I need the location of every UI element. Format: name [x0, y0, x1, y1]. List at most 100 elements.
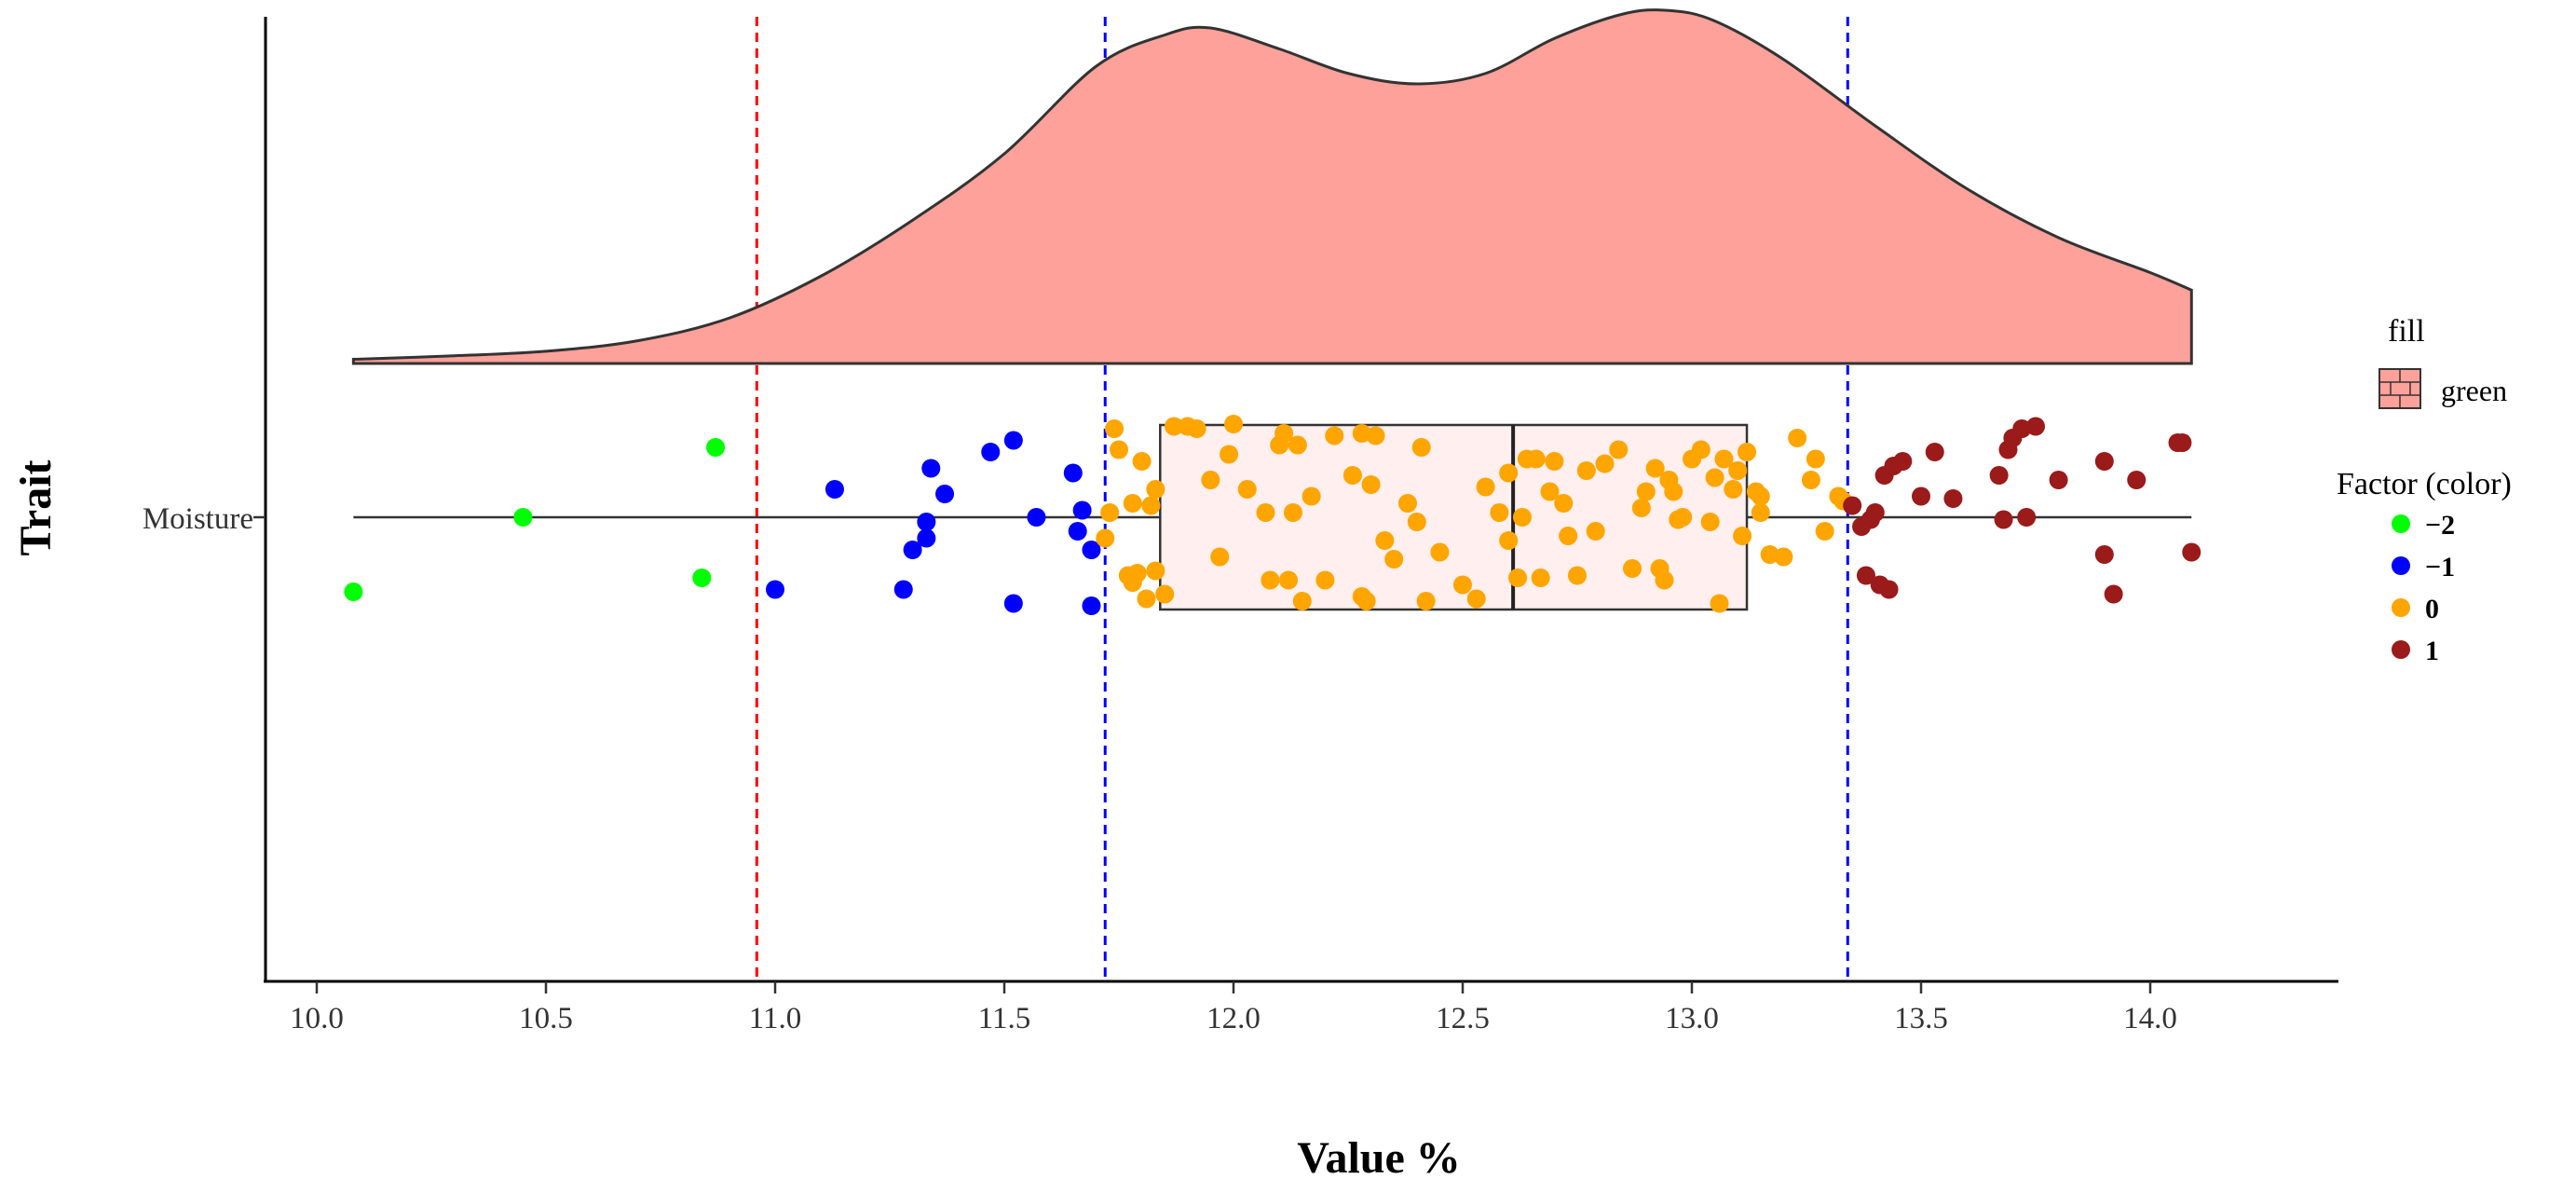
data-point: [893, 580, 913, 599]
data-point: [2094, 545, 2114, 564]
data-point: [2104, 584, 2123, 604]
data-point: [1856, 566, 1875, 585]
data-point: [1893, 452, 1913, 471]
data-point: [1631, 499, 1651, 517]
data-point: [1724, 480, 1743, 499]
data-point: [1352, 424, 1371, 443]
data-point: [1490, 503, 1509, 522]
factor-legend-label: −1: [2425, 552, 2455, 582]
data-point: [1325, 426, 1344, 445]
x-axis-title: Value %: [1297, 1133, 1461, 1183]
data-point: [2017, 508, 2037, 527]
data-point: [1003, 431, 1023, 450]
data-point: [1738, 443, 1757, 461]
data-point: [1733, 527, 1752, 545]
data-point: [1943, 489, 1963, 508]
data-point: [1411, 438, 1431, 457]
data-point: [1132, 452, 1152, 471]
data-point: [2094, 452, 2114, 471]
data-point: [1879, 580, 1899, 599]
data-point: [1806, 449, 1825, 469]
factor-legend-key: [2392, 640, 2410, 659]
data-point: [1279, 570, 1299, 590]
data-point: [1407, 513, 1426, 531]
data-point: [2012, 419, 2032, 438]
data-point: [1453, 575, 1472, 595]
x-tick-label: 10.0: [290, 1002, 344, 1035]
data-point: [1072, 500, 1092, 520]
data-point: [1760, 545, 1779, 564]
data-point: [1288, 435, 1307, 455]
fill-legend-key-texture: [2379, 369, 2420, 408]
data-point: [1375, 531, 1395, 550]
data-point: [1751, 486, 1770, 506]
data-point: [1705, 468, 1724, 487]
data-point: [1912, 486, 1930, 506]
data-point: [935, 485, 955, 503]
factor-legend-key: [2392, 514, 2410, 533]
data-point: [1751, 503, 1770, 522]
factor-legend: −2 −1 0 1: [2392, 510, 2455, 666]
data-point: [513, 508, 533, 527]
data-point: [1531, 569, 1550, 587]
data-point: [1673, 508, 1693, 527]
data-point: [1274, 424, 1294, 443]
x-tick-label: 13.0: [1665, 1002, 1719, 1035]
data-point: [1201, 471, 1220, 489]
data-point: [917, 513, 936, 531]
data-point: [1623, 559, 1642, 578]
data-point: [1416, 592, 1436, 610]
data-point: [1155, 584, 1175, 604]
data-point: [1224, 415, 1243, 433]
data-points: [344, 415, 2201, 615]
data-point: [1384, 550, 1404, 569]
data-point: [917, 528, 936, 548]
data-point: [344, 582, 363, 601]
data-point: [1788, 429, 1807, 447]
data-point: [1466, 589, 1486, 609]
data-point: [1261, 570, 1280, 590]
data-point: [1146, 480, 1165, 499]
data-point: [1865, 503, 1885, 522]
data-point: [1595, 454, 1615, 473]
data-point: [1710, 594, 1729, 613]
factor-legend-key: [2392, 556, 2410, 575]
x-tick-label: 13.5: [1894, 1002, 1948, 1035]
data-point: [1636, 482, 1656, 501]
factor-legend-label: −2: [2425, 510, 2455, 541]
data-point: [2182, 542, 2201, 562]
data-point: [1774, 547, 1793, 567]
data-point: [1512, 508, 1532, 527]
factor-legend-label: 1: [2425, 636, 2439, 666]
data-point: [1027, 508, 1046, 527]
x-tick-label: 11.0: [749, 1002, 802, 1035]
data-point: [2173, 433, 2192, 452]
data-point: [1165, 417, 1184, 436]
data-point: [1110, 440, 1128, 459]
data-point: [1082, 596, 1101, 615]
data-point: [1499, 531, 1519, 550]
x-tick-label: 11.5: [978, 1002, 1031, 1035]
data-point: [1123, 494, 1142, 513]
data-point: [1397, 494, 1417, 513]
data-point: [1315, 570, 1335, 590]
data-point: [2026, 417, 2045, 436]
data-point: [825, 480, 844, 499]
data-point: [1127, 564, 1147, 582]
data-point: [1141, 496, 1161, 515]
data-point: [2049, 471, 2068, 489]
data-point: [706, 438, 726, 457]
data-point: [1559, 527, 1578, 545]
data-point: [1499, 463, 1519, 483]
factor-legend-label: 0: [2425, 594, 2439, 624]
data-point: [1989, 466, 2009, 485]
data-point: [1545, 452, 1564, 471]
data-point: [1700, 513, 1720, 531]
data-point: [1554, 494, 1574, 513]
data-point: [1256, 503, 1275, 522]
data-point: [1003, 594, 1023, 613]
data-point: [1526, 449, 1546, 469]
x-tick-label: 14.0: [2123, 1002, 2177, 1035]
data-point: [1137, 589, 1156, 609]
